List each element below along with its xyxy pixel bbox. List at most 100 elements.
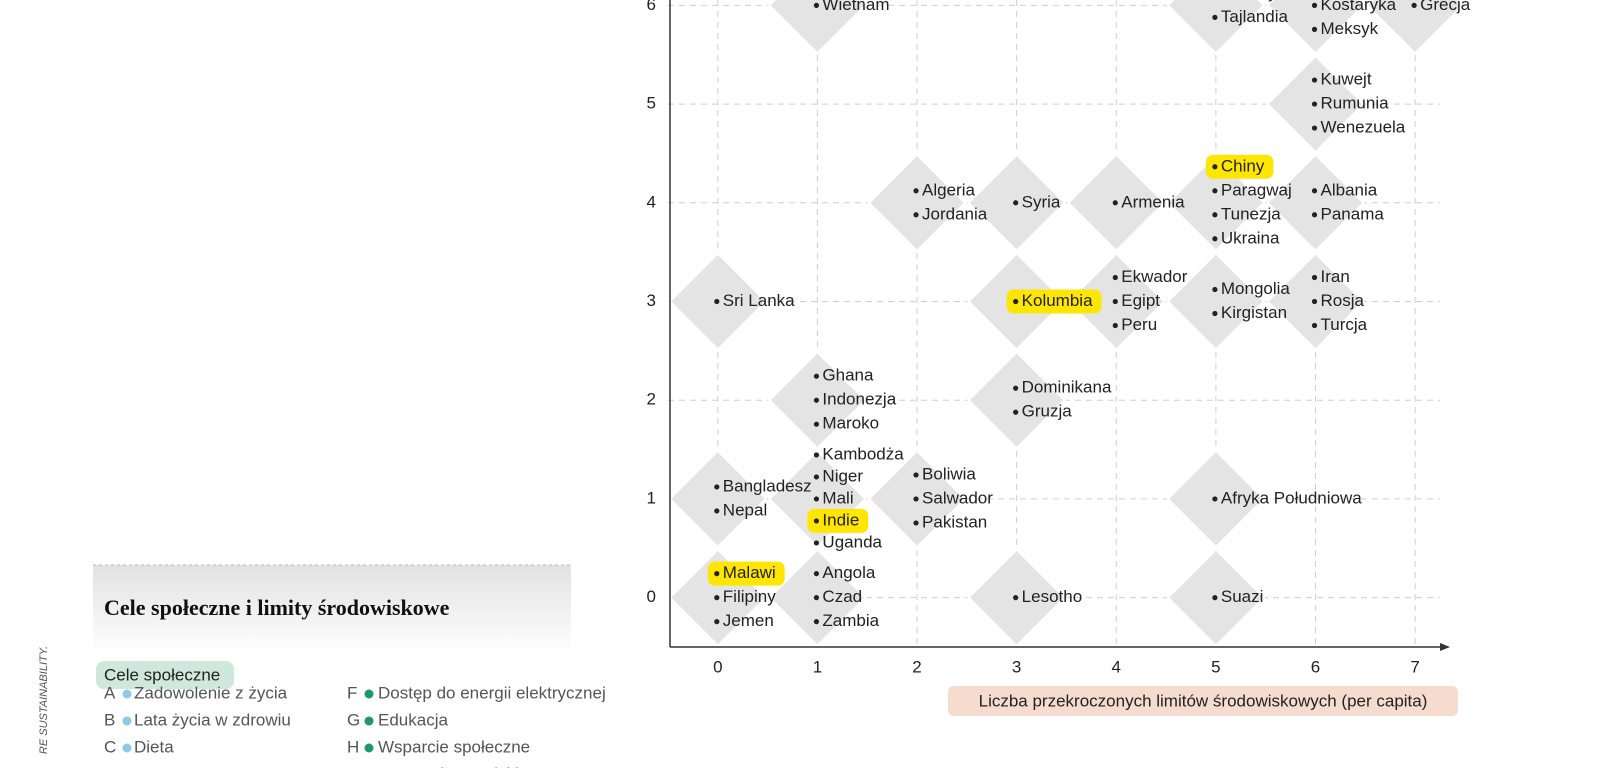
legend-panel — [93, 565, 571, 655]
point — [1013, 409, 1019, 415]
x-axis-label: Liczba przekroczonych limitów środowisko… — [979, 691, 1428, 710]
point-label: Pakistan — [922, 512, 987, 531]
legend-label: Lata życia w zdrowiu — [134, 710, 291, 729]
point-label: Grecja — [1420, 0, 1471, 14]
point — [1212, 286, 1218, 293]
point — [813, 496, 820, 502]
point-label: Indonezja — [822, 390, 896, 409]
point — [1212, 310, 1218, 317]
point-layer: WietnamWłochyTajlandiaChileKostarykaMeks… — [707, 0, 1471, 630]
point-label: Gruzja — [1022, 402, 1073, 421]
point-label: Filipiny — [723, 587, 776, 606]
point — [1311, 322, 1318, 329]
x-tick-label: 5 — [1211, 657, 1220, 676]
point-label: Czad — [822, 587, 862, 606]
point — [1013, 595, 1019, 601]
point-label: Bangladesz — [723, 476, 812, 495]
point — [714, 508, 720, 514]
cell-diamond — [1166, 252, 1266, 351]
legend-letter: C — [104, 737, 116, 756]
point-label: Niger — [822, 466, 863, 485]
point — [813, 2, 820, 8]
x-tick-label: 1 — [813, 657, 822, 676]
source: RE SUSTAINABILITY. — [38, 646, 50, 754]
point-label: Tunezja — [1221, 204, 1281, 223]
legend-letter: F — [347, 683, 357, 702]
point — [1311, 125, 1318, 131]
point — [1212, 188, 1218, 194]
point-label: Salwador — [922, 488, 993, 507]
point-label: Boliwia — [922, 464, 976, 483]
legend-title: Cele społeczne i limity środowiskowe — [104, 595, 450, 620]
point-label: Rumunia — [1321, 94, 1390, 113]
point-label: Armenia — [1121, 192, 1185, 211]
point — [1311, 212, 1318, 218]
cell-diamond — [1266, 0, 1365, 55]
point-label: Peru — [1121, 315, 1157, 334]
point — [1311, 101, 1318, 107]
point — [1212, 212, 1218, 218]
point-label: Ukraina — [1221, 228, 1280, 247]
point — [1212, 14, 1218, 20]
point-label: Zambia — [822, 611, 879, 630]
legend-label: Zadowolenie z życia — [134, 683, 288, 702]
point-label: Turcja — [1321, 315, 1368, 334]
point-label: Syria — [1022, 192, 1061, 211]
point-label: Wenezuela — [1321, 118, 1406, 137]
legend-subtitle-bg — [96, 661, 234, 689]
legend-letter: B — [104, 710, 115, 729]
point — [1411, 2, 1417, 8]
point-label: Panama — [1321, 204, 1385, 223]
cell-diamond — [967, 350, 1067, 450]
legend-dot — [122, 743, 132, 753]
legend-letter: A — [104, 683, 116, 702]
point — [714, 595, 720, 601]
point-label: Uganda — [822, 532, 882, 551]
point-label: Angola — [822, 563, 875, 582]
point — [913, 520, 919, 526]
cell-diamond — [1166, 153, 1266, 253]
point — [1311, 77, 1318, 83]
point — [1311, 2, 1318, 8]
point — [1311, 26, 1318, 32]
point-label: Kuwejt — [1321, 70, 1372, 89]
point — [813, 540, 820, 546]
point — [813, 421, 820, 427]
point — [813, 452, 820, 458]
legend-dot — [364, 689, 374, 699]
point — [1311, 298, 1318, 305]
legend-subtitle: Cele społeczne — [104, 665, 220, 684]
y-tick-label: 1 — [647, 488, 656, 507]
point-label: Chiny — [1221, 156, 1265, 175]
cell-diamond — [1365, 0, 1465, 55]
point-label: Malawi — [723, 563, 776, 582]
x-label-bg — [948, 686, 1458, 716]
point-label: Mali — [822, 488, 853, 507]
point — [1013, 385, 1019, 391]
point — [1311, 188, 1318, 194]
point-label: Jemen — [723, 611, 774, 630]
x-tick-label: 4 — [1112, 657, 1121, 676]
point-label: Indie — [822, 510, 859, 529]
highlight — [1205, 154, 1274, 179]
y-tick-label: 5 — [647, 94, 656, 113]
point-label: Iran — [1321, 267, 1350, 286]
point-label: Egipt — [1121, 291, 1160, 310]
legend-letter: G — [347, 710, 360, 729]
point — [1212, 164, 1218, 170]
highlight — [807, 508, 869, 533]
x-tick-label: 0 — [713, 657, 722, 676]
point — [714, 484, 720, 490]
y-tick-label: 3 — [647, 291, 656, 310]
point — [813, 619, 820, 625]
cell-diamond — [1266, 153, 1365, 253]
point — [1013, 298, 1019, 305]
legend-label: Edukacja — [378, 710, 448, 729]
point-label: Kambodża — [822, 444, 904, 463]
point-label: Kostaryka — [1321, 0, 1397, 14]
point — [1212, 236, 1218, 242]
point-label: Dominikana — [1022, 378, 1112, 397]
legend-label: Dostęp do energii elektrycznej — [378, 683, 606, 702]
